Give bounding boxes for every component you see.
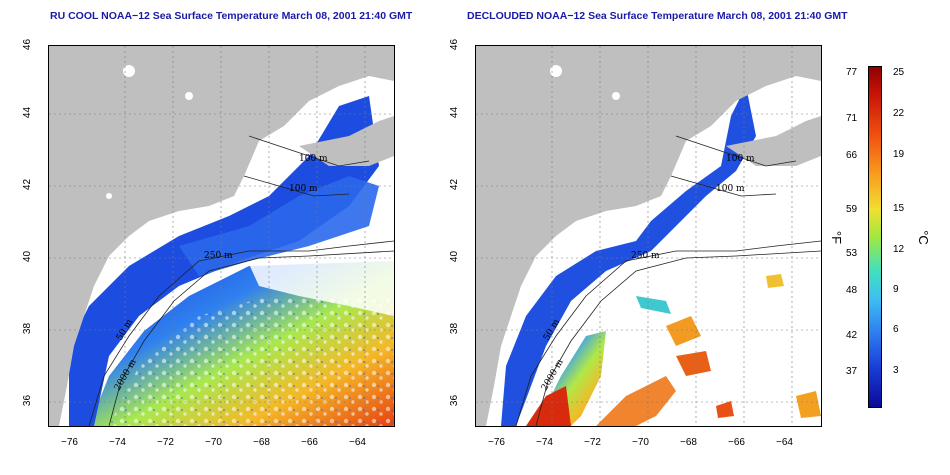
- right-x-tick-5: −68: [680, 437, 697, 448]
- colorbar-celsius-unit: °C: [915, 230, 931, 245]
- left-y-tick-5: 44: [22, 106, 34, 119]
- left-cloud-speckle: [109, 296, 394, 426]
- colorbar-c-tick-7: 6: [893, 324, 899, 335]
- right-x-tick-6: −66: [728, 437, 745, 448]
- colorbar-gradient: [868, 66, 882, 408]
- left-sst-map: 100 m 100 m 250 m 50 m 2000 m: [48, 45, 395, 427]
- right-x-tick-3: −72: [584, 437, 601, 448]
- colorbar-f-tick-8: 37: [846, 366, 858, 377]
- left-contour-label-3: 250 m: [204, 251, 233, 261]
- colorbar-f-tick-4: 59: [846, 204, 858, 215]
- left-y-tick-4: 42: [22, 178, 34, 191]
- colorbar-f-tick-5: 53: [846, 248, 858, 259]
- left-grid: [49, 46, 394, 426]
- colorbar-c-tick-4: 15: [893, 203, 905, 214]
- right-y-tick-4: 42: [449, 178, 461, 191]
- colorbar-f-tick-2: 71: [846, 113, 858, 124]
- left-x-tick-5: −68: [253, 437, 270, 448]
- left-contour-label-1: 100 m: [299, 154, 328, 164]
- colorbar-c-tick-6: 9: [893, 284, 899, 295]
- right-bathymetry-contours: [515, 135, 821, 426]
- left-map-title: RU COOL NOAA−12 Sea Surface Temperature …: [50, 10, 413, 22]
- right-x-tick-4: −70: [632, 437, 649, 448]
- right-contour-label-1: 100 m: [726, 154, 755, 164]
- right-y-tick-6: 46: [449, 38, 461, 51]
- left-x-tick-7: −64: [349, 437, 366, 448]
- right-map-title: DECLOUDED NOAA−12 Sea Surface Temperatur…: [467, 10, 848, 22]
- left-x-tick-1: −76: [61, 437, 78, 448]
- colorbar-f-tick-3: 66: [846, 150, 858, 161]
- left-y-tick-6: 46: [22, 38, 34, 51]
- colorbar-f-tick-1: 77: [846, 67, 858, 78]
- right-shelf-cold-water: [501, 86, 756, 426]
- right-warm-patch-2: [526, 386, 571, 426]
- left-bathymetry-contours: [88, 135, 394, 426]
- right-sst-map-svg: 100 m 100 m 250 m 50 m 2000 m: [476, 46, 821, 426]
- temperature-colorbar: [868, 66, 882, 408]
- right-nova-scotia: [726, 116, 821, 166]
- colorbar-c-tick-8: 3: [893, 365, 899, 376]
- colorbar-f-tick-6: 48: [846, 285, 858, 296]
- left-contour-label-2: 100 m: [289, 184, 318, 194]
- left-y-tick-2: 38: [22, 322, 34, 335]
- right-x-tick-2: −74: [536, 437, 553, 448]
- left-x-tick-4: −70: [205, 437, 222, 448]
- colorbar-f-tick-7: 42: [846, 330, 858, 341]
- right-y-tick-1: 36: [449, 394, 461, 407]
- right-y-tick-3: 40: [449, 250, 461, 263]
- left-x-tick-6: −66: [301, 437, 318, 448]
- right-y-tick-5: 44: [449, 106, 461, 119]
- left-y-tick-1: 36: [22, 394, 34, 407]
- right-contour-label-3: 250 m: [631, 251, 660, 261]
- right-contour-label-2: 100 m: [716, 184, 745, 194]
- right-sst-map: 100 m 100 m 250 m 50 m 2000 m: [475, 45, 822, 427]
- colorbar-c-tick-5: 12: [893, 244, 905, 255]
- left-nova-scotia: [299, 116, 394, 166]
- colorbar-fahrenheit-unit: °F: [829, 230, 845, 245]
- left-land-mass: [49, 46, 394, 426]
- right-land-mass: [476, 46, 821, 426]
- right-x-tick-1: −76: [488, 437, 505, 448]
- colorbar-c-tick-1: 25: [893, 67, 905, 78]
- colorbar-c-tick-2: 22: [893, 108, 905, 119]
- left-x-tick-3: −72: [157, 437, 174, 448]
- colorbar-c-tick-3: 19: [893, 149, 905, 160]
- right-grid: [476, 46, 821, 426]
- right-x-tick-7: −64: [776, 437, 793, 448]
- left-x-tick-2: −74: [109, 437, 126, 448]
- left-sst-map-svg: 100 m 100 m 250 m 50 m 2000 m: [49, 46, 394, 426]
- left-y-tick-3: 40: [22, 250, 34, 263]
- right-y-tick-2: 38: [449, 322, 461, 335]
